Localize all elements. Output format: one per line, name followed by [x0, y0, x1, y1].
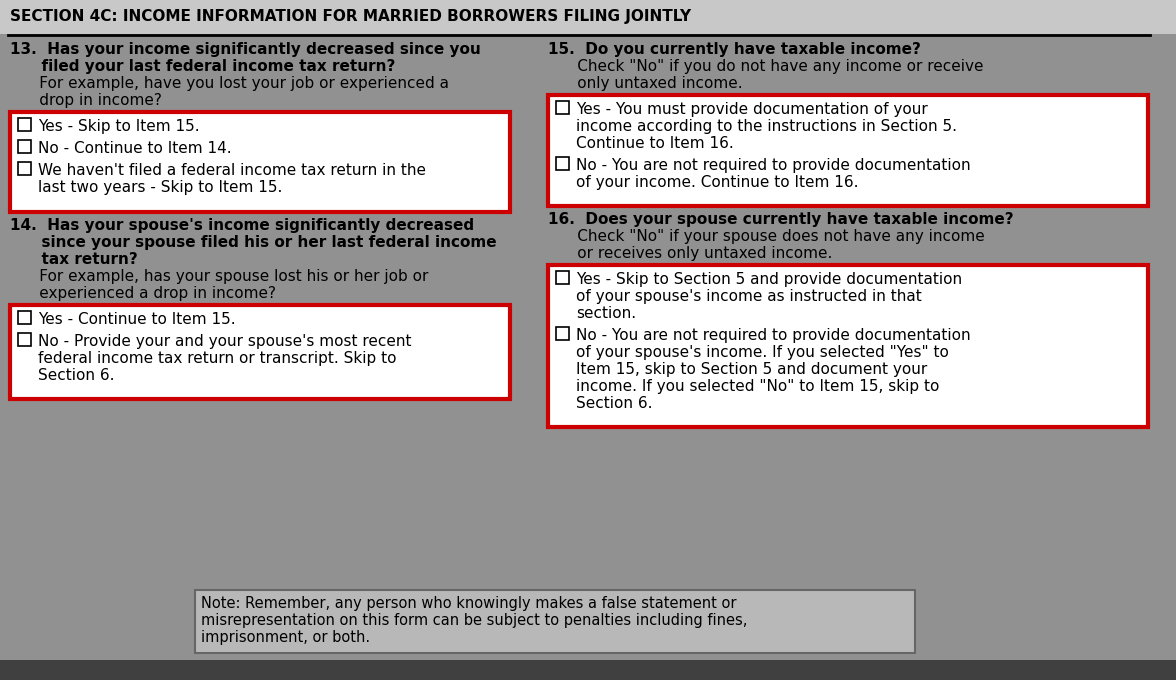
Text: Section 6.: Section 6.	[38, 368, 114, 383]
Bar	[556, 157, 569, 170]
Text: income according to the instructions in Section 5.: income according to the instructions in …	[576, 119, 957, 134]
Text: section.: section.	[576, 306, 636, 321]
Text: Section 6.: Section 6.	[576, 396, 653, 411]
Bar	[18, 333, 31, 346]
Text: 13.  Has your income significantly decreased since you: 13. Has your income significantly decrea…	[11, 42, 481, 57]
Bar	[18, 162, 31, 175]
Text: of your spouse's income as instructed in that: of your spouse's income as instructed in…	[576, 289, 922, 304]
Text: imprisonment, or both.: imprisonment, or both.	[201, 630, 370, 645]
FancyBboxPatch shape	[548, 95, 1148, 206]
Text: Yes - Continue to Item 15.: Yes - Continue to Item 15.	[38, 312, 235, 327]
Text: of your spouse's income. If you selected "Yes" to: of your spouse's income. If you selected…	[576, 345, 949, 360]
Text: income. If you selected "No" to Item 15, skip to: income. If you selected "No" to Item 15,…	[576, 379, 940, 394]
Text: No - Continue to Item 14.: No - Continue to Item 14.	[38, 141, 232, 156]
Text: of your income. Continue to Item 16.: of your income. Continue to Item 16.	[576, 175, 858, 190]
Text: last two years - Skip to Item 15.: last two years - Skip to Item 15.	[38, 180, 282, 195]
Text: misrepresentation on this form can be subject to penalties including fines,: misrepresentation on this form can be su…	[201, 613, 748, 628]
Text: 16.  Does your spouse currently have taxable income?: 16. Does your spouse currently have taxa…	[548, 212, 1014, 227]
Text: Yes - You must provide documentation of your: Yes - You must provide documentation of …	[576, 102, 928, 117]
Text: Note: Remember, any person who knowingly makes a false statement or: Note: Remember, any person who knowingly…	[201, 596, 736, 611]
Text: since your spouse filed his or her last federal income: since your spouse filed his or her last …	[11, 235, 496, 250]
Text: For example, has your spouse lost his or her job or: For example, has your spouse lost his or…	[11, 269, 428, 284]
Text: We haven't filed a federal income tax return in the: We haven't filed a federal income tax re…	[38, 163, 426, 178]
Bar	[556, 101, 569, 114]
Bar	[18, 140, 31, 153]
Text: Continue to Item 16.: Continue to Item 16.	[576, 136, 734, 151]
Text: Check "No" if your spouse does not have any income: Check "No" if your spouse does not have …	[548, 229, 984, 244]
Text: tax return?: tax return?	[11, 252, 138, 267]
Text: federal income tax return or transcript. Skip to: federal income tax return or transcript.…	[38, 351, 396, 366]
Text: experienced a drop in income?: experienced a drop in income?	[11, 286, 276, 301]
Text: SECTION 4C: INCOME INFORMATION FOR MARRIED BORROWERS FILING JOINTLY: SECTION 4C: INCOME INFORMATION FOR MARRI…	[11, 10, 691, 24]
FancyBboxPatch shape	[195, 590, 915, 653]
Text: 15.  Do you currently have taxable income?: 15. Do you currently have taxable income…	[548, 42, 921, 57]
Text: drop in income?: drop in income?	[11, 93, 162, 108]
Text: No - You are not required to provide documentation: No - You are not required to provide doc…	[576, 328, 970, 343]
Text: Yes - Skip to Item 15.: Yes - Skip to Item 15.	[38, 119, 200, 134]
Text: Yes - Skip to Section 5 and provide documentation: Yes - Skip to Section 5 and provide docu…	[576, 272, 962, 287]
Text: Check "No" if you do not have any income or receive: Check "No" if you do not have any income…	[548, 59, 983, 74]
Bar	[18, 118, 31, 131]
Bar	[18, 311, 31, 324]
FancyBboxPatch shape	[0, 0, 1176, 34]
Text: No - Provide your and your spouse's most recent: No - Provide your and your spouse's most…	[38, 334, 412, 349]
Text: 14.  Has your spouse's income significantly decreased: 14. Has your spouse's income significant…	[11, 218, 474, 233]
Bar	[556, 271, 569, 284]
Text: No - You are not required to provide documentation: No - You are not required to provide doc…	[576, 158, 970, 173]
Text: filed your last federal income tax return?: filed your last federal income tax retur…	[11, 59, 395, 74]
Text: only untaxed income.: only untaxed income.	[548, 76, 742, 91]
Text: For example, have you lost your job or experienced a: For example, have you lost your job or e…	[11, 76, 449, 91]
Bar	[556, 327, 569, 340]
FancyBboxPatch shape	[548, 265, 1148, 427]
Text: Item 15, skip to Section 5 and document your: Item 15, skip to Section 5 and document …	[576, 362, 927, 377]
FancyBboxPatch shape	[11, 305, 510, 399]
FancyBboxPatch shape	[11, 112, 510, 212]
FancyBboxPatch shape	[0, 660, 1176, 680]
Text: or receives only untaxed income.: or receives only untaxed income.	[548, 246, 833, 261]
